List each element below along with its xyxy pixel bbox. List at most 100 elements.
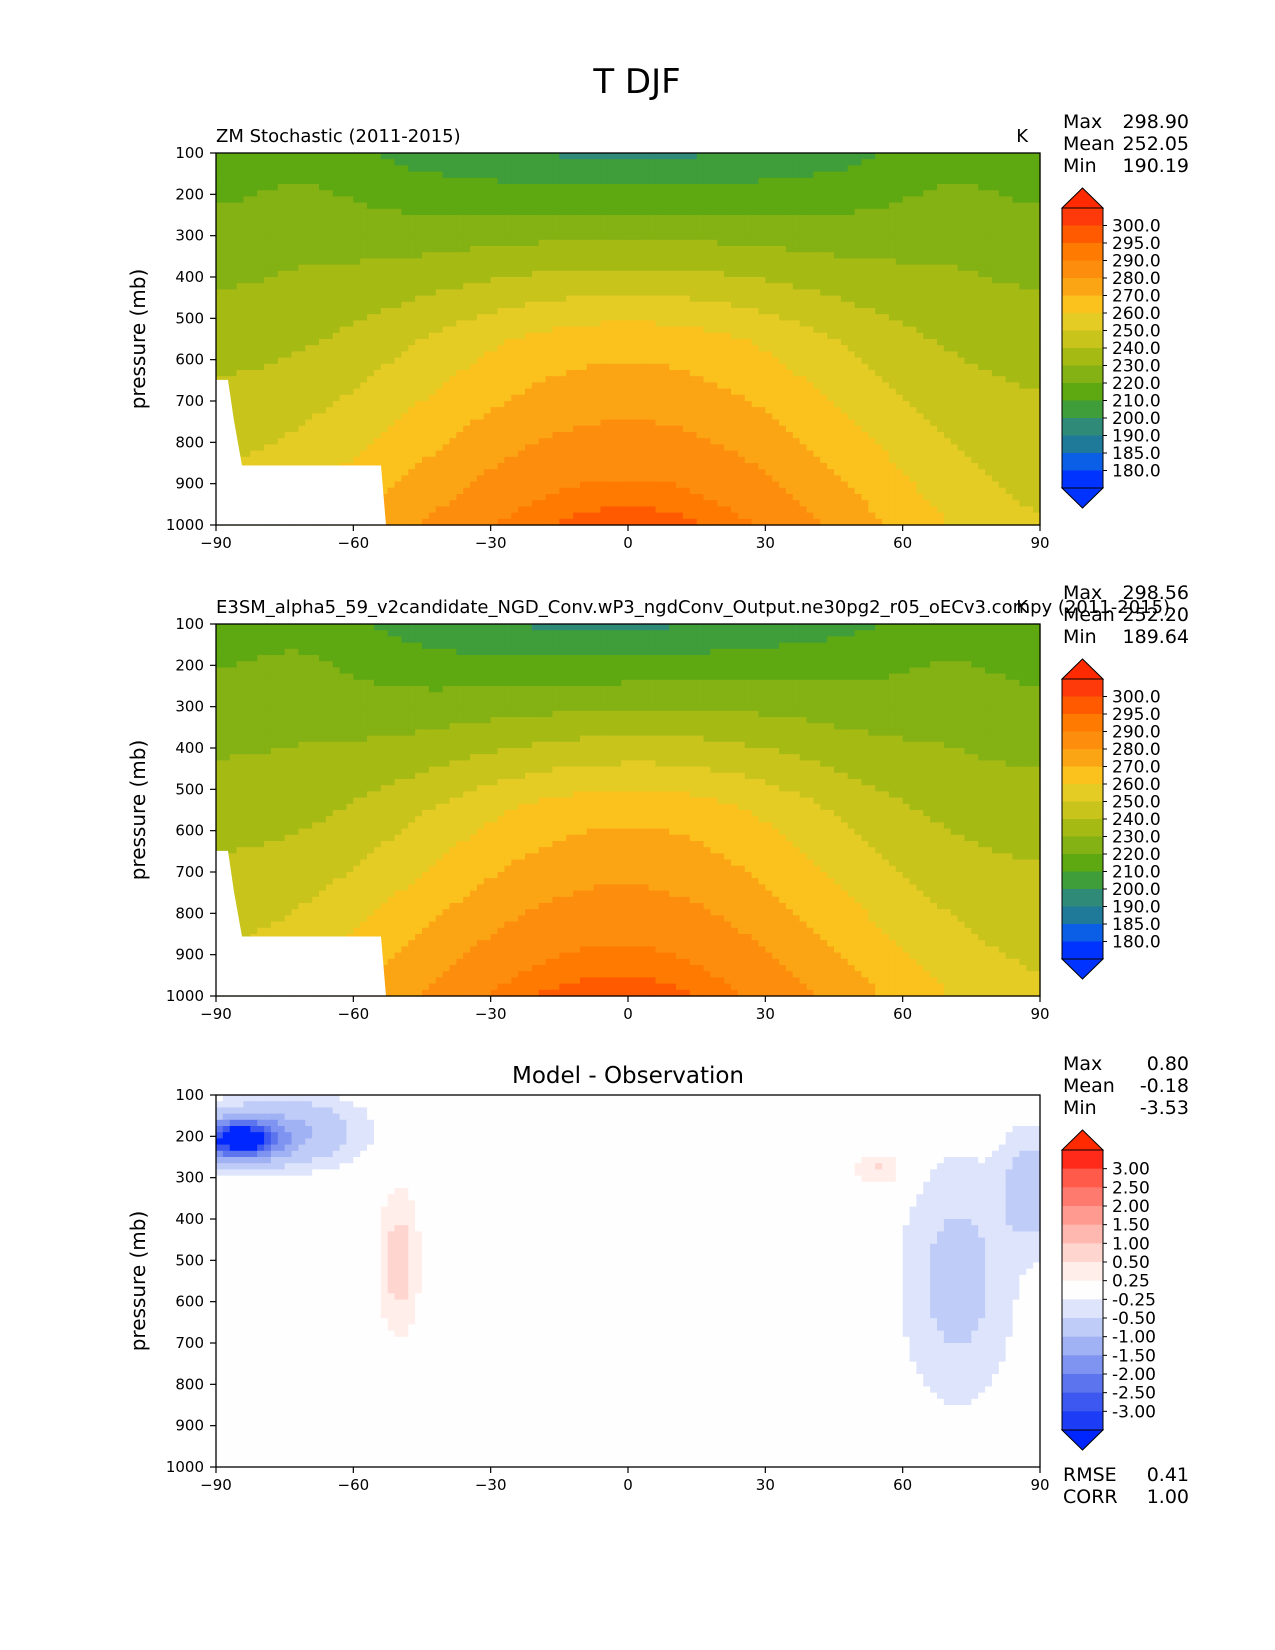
x-tick-label: 0 xyxy=(623,1476,633,1494)
stat-label: Mean xyxy=(1063,133,1115,155)
colorbar-tick-label: 290.0 xyxy=(1112,252,1161,272)
colorbar-tick-label: 295.0 xyxy=(1112,705,1161,725)
colorbar-segment xyxy=(1062,766,1103,785)
colorbar-segment xyxy=(1062,1280,1103,1300)
y-tick-label: 900 xyxy=(175,475,204,493)
panel-1-field xyxy=(216,153,1041,526)
colorbar-segment xyxy=(1062,348,1103,366)
colorbar-tick-label: -3.00 xyxy=(1112,1402,1156,1422)
colorbar-tick-label: 200.0 xyxy=(1112,409,1161,429)
colorbar-segment xyxy=(1062,819,1103,837)
colorbar-tick-label: 270.0 xyxy=(1112,758,1161,778)
x-tick-label: 90 xyxy=(1030,1476,1049,1494)
colorbar-tick-label: 290.0 xyxy=(1112,723,1161,743)
stat-label: Max xyxy=(1063,111,1102,133)
colorbar-tick-label: 0.25 xyxy=(1112,1272,1150,1292)
colorbar-segment xyxy=(1062,1336,1103,1356)
y-tick-label: 200 xyxy=(175,1127,204,1145)
colorbar-tick-label: -1.50 xyxy=(1112,1346,1156,1366)
colorbar-extend-bottom xyxy=(1060,487,1105,509)
y-axis-label: pressure (mb) xyxy=(126,740,150,881)
colorbar-tick-label: 250.0 xyxy=(1112,322,1161,342)
colorbar-segment xyxy=(1062,1206,1103,1226)
x-tick-label: 90 xyxy=(1030,534,1049,552)
colorbar-segment xyxy=(1062,383,1103,401)
y-tick-label: 500 xyxy=(175,780,204,798)
colorbar-segment xyxy=(1062,1392,1103,1412)
colorbar-tick-label: 240.0 xyxy=(1112,339,1161,359)
x-tick-label: −60 xyxy=(338,1005,370,1023)
y-tick-label: 400 xyxy=(175,268,204,286)
colorbar-tick-label: -1.00 xyxy=(1112,1328,1156,1348)
figure-suptitle: T DJF xyxy=(592,62,680,102)
y-tick-label: 900 xyxy=(175,1417,204,1435)
stat-value: 0.80 xyxy=(1147,1053,1189,1075)
colorbar-extend-bottom xyxy=(1060,958,1105,980)
y-axis-label: pressure (mb) xyxy=(126,269,150,410)
y-tick-label: 600 xyxy=(175,351,204,369)
colorbar-tick-label: 190.0 xyxy=(1112,427,1161,447)
colorbar-tick-label: 300.0 xyxy=(1112,217,1161,237)
stat-value: -0.18 xyxy=(1140,1075,1189,1097)
colorbar-segment xyxy=(1062,418,1103,436)
colorbar-segment xyxy=(1062,1318,1103,1338)
panel-1-colorbar: 300.0295.0290.0280.0270.0260.0250.0240.0… xyxy=(1060,187,1161,509)
colorbar-segment xyxy=(1062,295,1103,314)
y-tick-label: 1000 xyxy=(166,987,204,1005)
y-tick-label: 300 xyxy=(175,227,204,245)
y-tick-label: 300 xyxy=(175,698,204,716)
colorbar-segment xyxy=(1062,836,1103,855)
colorbar-tick-label: 240.0 xyxy=(1112,810,1161,830)
colorbar-segment xyxy=(1062,260,1103,279)
colorbar-segment xyxy=(1062,470,1103,489)
y-tick-label: 600 xyxy=(175,1293,204,1311)
colorbar-tick-label: 1.00 xyxy=(1112,1234,1150,1254)
colorbar-segment xyxy=(1062,749,1103,767)
footer-stat-value: 1.00 xyxy=(1147,1486,1189,1508)
panel-3: −90 −60 −30 0 30 60 90 100 200 300 400 500 600 700 800… xyxy=(126,1053,1189,1508)
stat-value: 252.20 xyxy=(1123,604,1189,626)
panel-units: K xyxy=(1016,126,1029,147)
colorbar-frame xyxy=(1061,1149,1104,1431)
colorbar-segment xyxy=(1062,1187,1103,1207)
colorbar-tick-label: 210.0 xyxy=(1112,392,1161,412)
y-tick-label: 100 xyxy=(175,1086,204,1104)
colorbar-tick-label: 185.0 xyxy=(1112,915,1161,935)
x-tick-label: 0 xyxy=(623,534,633,552)
panel-3-colorbar: 3.002.502.001.501.000.500.25-0.25-0.50-1… xyxy=(1060,1129,1156,1451)
y-tick-label: 400 xyxy=(175,739,204,757)
stat-value: 252.05 xyxy=(1123,133,1189,155)
colorbar-segment xyxy=(1062,1411,1103,1431)
colorbar-segment xyxy=(1062,679,1103,697)
x-tick-label: −60 xyxy=(338,534,370,552)
colorbar-segment xyxy=(1062,1243,1103,1263)
colorbar-tick-label: 280.0 xyxy=(1112,269,1161,289)
y-tick-label: 100 xyxy=(175,615,204,633)
stat-value: -3.53 xyxy=(1140,1097,1189,1119)
colorbar-segment xyxy=(1062,1374,1103,1394)
y-tick-label: 100 xyxy=(175,144,204,162)
colorbar-segment xyxy=(1062,1299,1103,1319)
x-tick-label: 60 xyxy=(893,1476,912,1494)
x-tick-label: 30 xyxy=(756,534,775,552)
y-tick-label: 1000 xyxy=(166,516,204,534)
colorbar-extend-bottom xyxy=(1060,1429,1105,1451)
y-tick-label: 800 xyxy=(175,1375,204,1393)
y-tick-label: 500 xyxy=(175,1251,204,1269)
footer-stat-value: 0.41 xyxy=(1147,1464,1189,1486)
y-tick-label: 200 xyxy=(175,185,204,203)
panel-title-left: E3SM_alpha5_59_v2candidate_NGD_Conv.wP3_… xyxy=(216,597,1170,618)
x-tick-label: 30 xyxy=(756,1005,775,1023)
colorbar-tick-label: -2.00 xyxy=(1112,1365,1156,1385)
topography-mask xyxy=(216,379,386,525)
colorbar-tick-label: 0.50 xyxy=(1112,1253,1150,1273)
colorbar-tick-label: -0.25 xyxy=(1112,1290,1156,1310)
y-tick-label: 300 xyxy=(175,1169,204,1187)
colorbar-segment xyxy=(1062,330,1103,349)
y-tick-label: 700 xyxy=(175,1334,204,1352)
colorbar-segment xyxy=(1062,801,1103,820)
y-tick-label: 900 xyxy=(175,946,204,964)
x-tick-label: 30 xyxy=(756,1476,775,1494)
panel-2-field xyxy=(216,624,1041,997)
colorbar-segment xyxy=(1062,400,1103,419)
